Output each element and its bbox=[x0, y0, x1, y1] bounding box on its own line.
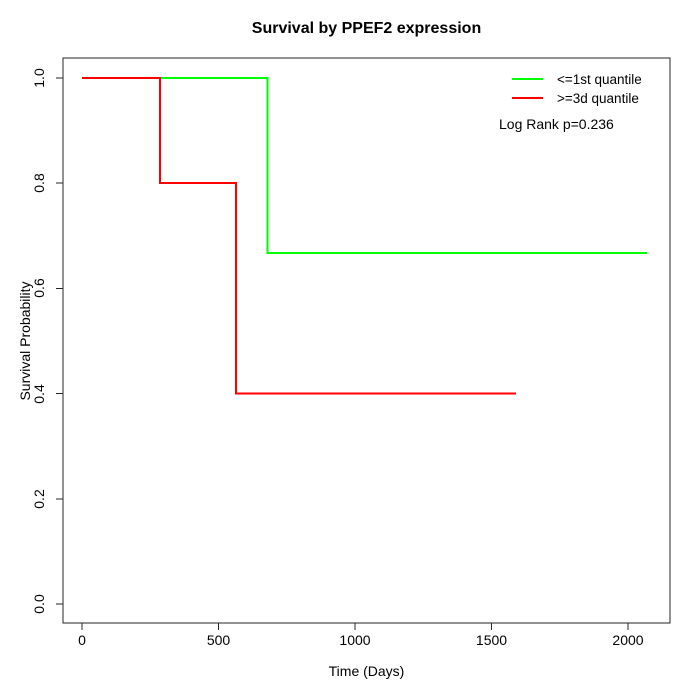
y-axis-tick-label: 0.4 bbox=[31, 383, 47, 404]
x-axis-label: Time (Days) bbox=[328, 663, 405, 679]
y-axis-tick-label: 0.2 bbox=[31, 489, 47, 509]
plot-box bbox=[62, 57, 671, 624]
legend-item-ge-3d-quantile: >=3d quantile bbox=[512, 89, 639, 107]
y-axis-tick-label: 0.0 bbox=[31, 594, 47, 614]
x-axis-tick-label: 1000 bbox=[339, 632, 371, 648]
x-axis-tick-label: 500 bbox=[206, 632, 231, 648]
survival-curve-le-1st-quantile bbox=[82, 77, 648, 255]
legend-item-le-1st-quantile: <=1st quantile bbox=[512, 70, 642, 88]
legend-line-red-icon bbox=[512, 97, 543, 99]
legend-label: >=3d quantile bbox=[557, 90, 639, 106]
x-axis-tick-label: 0 bbox=[78, 632, 86, 648]
log-rank-annotation: Log Rank p=0.236 bbox=[499, 116, 614, 132]
y-axis-tick-label: 0.6 bbox=[31, 278, 47, 299]
legend-label: <=1st quantile bbox=[557, 71, 642, 87]
x-axis-tick-label: 2000 bbox=[612, 632, 644, 648]
legend-line-green-icon bbox=[512, 78, 543, 80]
y-axis-tick-label: 0.8 bbox=[31, 173, 47, 193]
chart-title: Survival by PPEF2 expression bbox=[251, 20, 482, 37]
x-axis-tick-label: 1500 bbox=[475, 632, 508, 648]
survival-curve-ge-3d-quantile bbox=[82, 77, 517, 395]
y-axis-tick-label: 1.0 bbox=[31, 68, 47, 88]
